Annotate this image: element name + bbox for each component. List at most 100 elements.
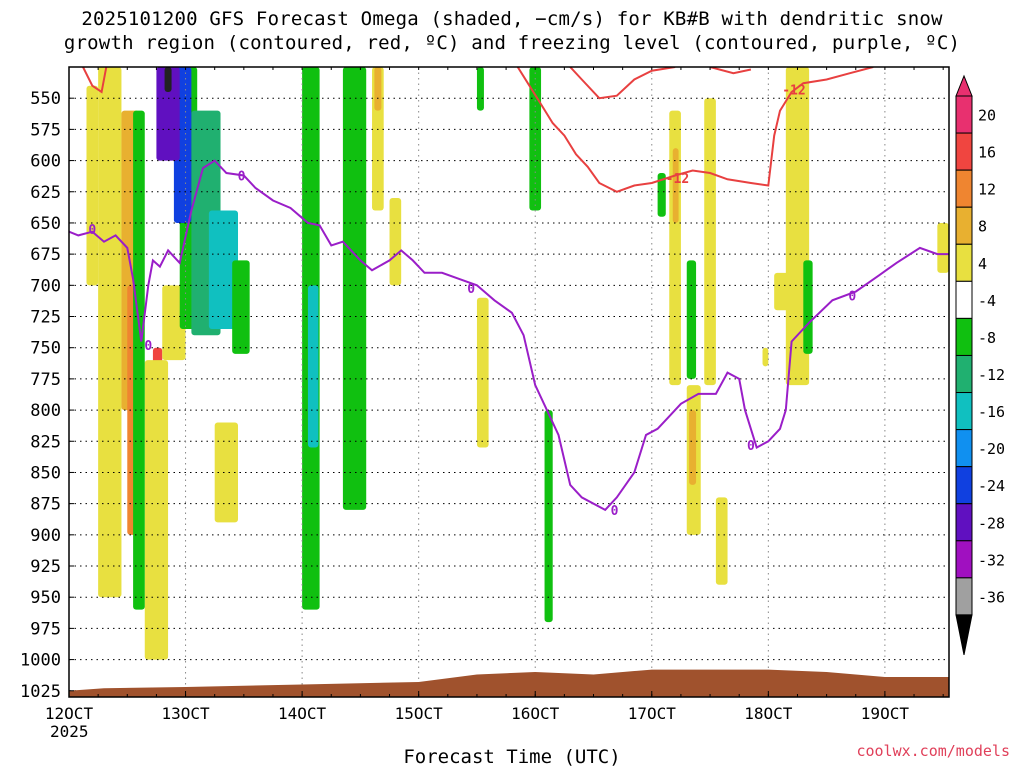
y-tick-label: 800 <box>30 401 61 421</box>
colorbar-label: 8 <box>978 218 987 236</box>
colorbar-segment <box>955 243 973 282</box>
colorbar-segment <box>955 206 973 245</box>
y-tick-label: 725 <box>30 308 61 328</box>
colorbar-segment <box>955 354 973 394</box>
x-tick-label: 19OCT <box>861 704 910 723</box>
omega-shade-positive <box>86 85 99 286</box>
y-tick-label: 825 <box>30 432 61 452</box>
omega-shade-negative <box>803 260 813 354</box>
colorbar-segment <box>955 466 973 505</box>
colorbar-label: -20 <box>978 440 1005 458</box>
y-tick-label: 1000 <box>20 651 61 671</box>
omega-shade-negative <box>232 260 250 354</box>
omega-shade-negative <box>657 173 666 217</box>
omega-shade-negative <box>208 210 239 329</box>
x-year-label: 2025 <box>50 722 89 741</box>
chart-title-line1: 2025101200 GFS Forecast Omega (shaded, −… <box>81 8 943 30</box>
terrain-fill <box>69 669 949 697</box>
colorbar-label: 16 <box>978 144 996 162</box>
y-tick-label: 650 <box>30 214 61 234</box>
omega-shade-positive <box>715 497 728 585</box>
omega-shade-positive <box>144 360 169 660</box>
omega-shade-positive <box>389 197 402 286</box>
dgz-contour-line <box>709 67 752 75</box>
x-axis-label: Forecast Time (UTC) <box>403 746 621 768</box>
colorbar-segment <box>955 280 973 319</box>
y-tick-label: 775 <box>30 370 61 390</box>
credit-text: coolwx.com/models <box>856 742 1010 760</box>
colorbar-label: 20 <box>978 107 996 125</box>
y-tick-label: 900 <box>30 526 61 546</box>
x-tick-label: 13OCT <box>161 704 210 723</box>
x-tick-label: 16OCT <box>511 704 560 723</box>
y-tick-label: 850 <box>30 463 61 483</box>
colorbar-bottom-arrow <box>955 614 973 656</box>
y-tick-label: 950 <box>30 588 61 608</box>
omega-shade-positive <box>214 422 239 523</box>
freezing-level-line <box>69 159 949 512</box>
omega-shade-negative <box>686 260 697 379</box>
omega-shade-positive <box>374 67 382 111</box>
omega-shade-negative <box>164 67 172 92</box>
x-tick-label: 12OCT <box>45 704 94 723</box>
colorbar-label: -24 <box>978 477 1005 495</box>
y-tick-label: 750 <box>30 339 61 359</box>
colorbar-segment <box>955 429 973 468</box>
omega-shade-positive <box>98 67 122 598</box>
colorbar-top-arrow <box>955 74 973 97</box>
omega-shade-negative <box>156 67 180 161</box>
colorbar-label: 12 <box>978 181 996 199</box>
freezing-level-label: 0 <box>88 223 96 238</box>
dgz-contour-line <box>569 67 676 100</box>
y-tick-label: 675 <box>30 245 61 265</box>
colorbar-segment <box>955 95 973 134</box>
y-tick-label: 600 <box>30 152 61 172</box>
y-tick-label: 975 <box>30 619 61 639</box>
omega-shade-positive <box>762 347 769 367</box>
x-tick-label: 15OCT <box>395 704 444 723</box>
x-tick-label: 18OCT <box>744 704 793 723</box>
y-tick-label: 550 <box>30 89 61 109</box>
colorbar-segment <box>955 392 973 431</box>
omega-shade-positive <box>774 272 792 311</box>
y-tick-label: 625 <box>30 183 61 203</box>
omega-shade-positive <box>476 297 489 448</box>
dgz-contour-label: -12 <box>782 83 805 98</box>
chart-title-line2: growth region (contoured, red, ºC) and f… <box>63 32 961 54</box>
colorbar-label: -16 <box>978 403 1005 421</box>
omega-shade-negative <box>307 285 319 448</box>
y-tick-label: 575 <box>30 120 61 140</box>
plot-layer: -12 -12 0 0 0 0 0 0 0 <box>69 67 949 697</box>
colorbar-label: 4 <box>978 255 987 273</box>
colorbar-segment <box>955 169 973 208</box>
omega-shade-negative <box>342 67 367 510</box>
y-tick-label: 700 <box>30 276 61 296</box>
freezing-level-label: 0 <box>467 282 475 297</box>
omega-shade-negative <box>544 410 553 623</box>
colorbar-label: -28 <box>978 514 1005 532</box>
freezing-level-label: 0 <box>238 170 246 185</box>
x-tick-label: 14OCT <box>278 704 327 723</box>
y-tick-label: 1025 <box>20 682 61 702</box>
plot-frame <box>68 66 950 698</box>
dgz-contour-label: -12 <box>666 172 689 187</box>
freezing-level-label: 0 <box>747 439 755 454</box>
omega-shade-positive <box>704 98 716 386</box>
omega-shade-negative <box>476 67 484 111</box>
omega-shade-negative <box>133 110 145 610</box>
colorbar-segment <box>955 577 973 616</box>
colorbar-segment <box>955 132 973 171</box>
colorbar-segment <box>955 540 973 579</box>
freezing-level-label: 0 <box>848 289 856 304</box>
dgz-contour-line <box>516 67 874 193</box>
colorbar-label: -4 <box>978 292 996 310</box>
omega-shade-positive <box>672 148 679 223</box>
dgz-contour-line <box>82 67 108 94</box>
freezing-level-label: 0 <box>611 504 619 519</box>
y-tick-label: 925 <box>30 557 61 577</box>
x-tick-label: 17OCT <box>628 704 677 723</box>
colorbar-segment <box>955 317 973 356</box>
colorbar-label: -8 <box>978 329 996 347</box>
freezing-level-label: 0 <box>144 339 152 354</box>
